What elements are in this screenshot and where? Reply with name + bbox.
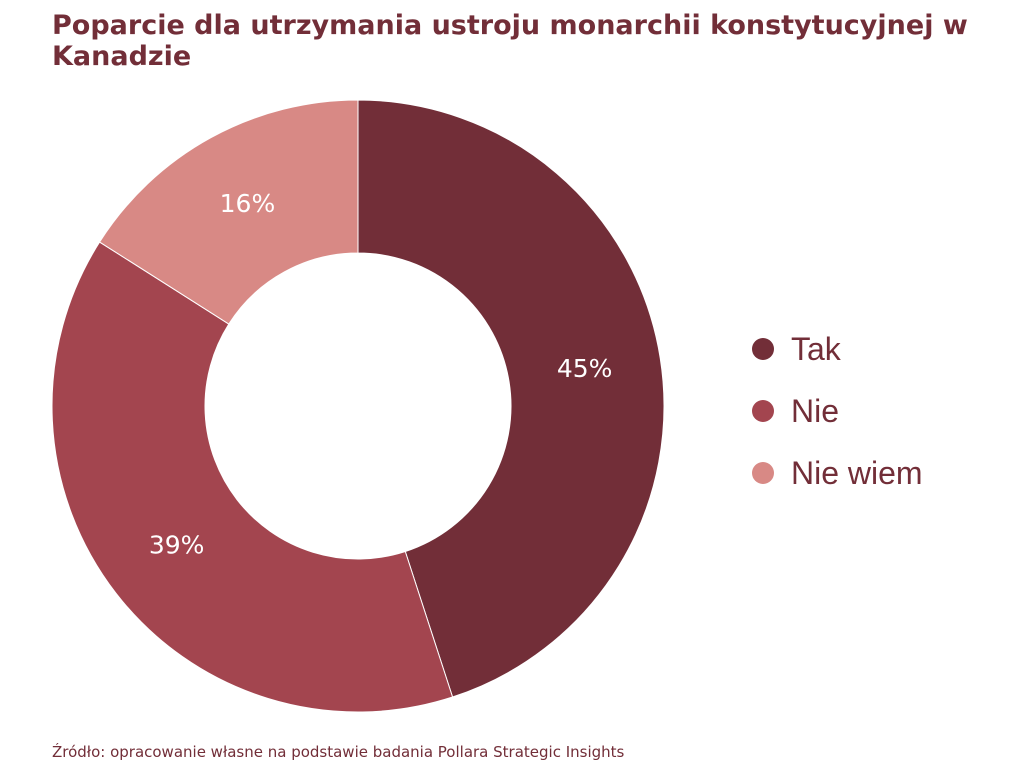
data-label-nie-wiem: 16% <box>220 189 276 218</box>
legend-item-nie-wiem: Nie wiem <box>752 442 923 504</box>
legend-marker-icon <box>752 462 774 484</box>
slice-tak <box>357 99 665 698</box>
legend-marker-icon <box>752 400 774 422</box>
legend-label: Tak <box>791 330 841 367</box>
data-label-tak: 45% <box>557 354 613 383</box>
slice-nie <box>51 241 454 713</box>
slice-nie-wiem <box>98 99 359 325</box>
legend-label: Nie <box>791 392 840 429</box>
legend-item-nie: Nie <box>752 380 923 442</box>
legend-item-tak: Tak <box>752 318 923 380</box>
data-label-nie: 39% <box>149 531 205 560</box>
legend-marker-icon <box>752 338 774 360</box>
source-note: Źródło: opracowanie własne na podstawie … <box>52 743 625 761</box>
legend: Tak Nie Nie wiem <box>752 318 923 504</box>
chart-title: Poparcie dla utrzymania ustroju monarchi… <box>52 10 968 72</box>
legend-label: Nie wiem <box>791 454 923 491</box>
